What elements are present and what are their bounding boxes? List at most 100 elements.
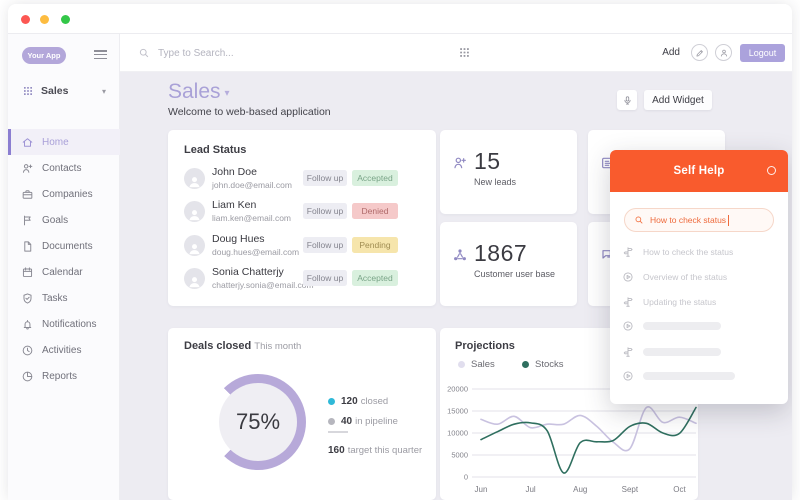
self-help-search-input[interactable]: How to check status bbox=[624, 208, 774, 232]
deals-closed-card: Deals closed This month 75% 120 closed 40… bbox=[168, 328, 436, 500]
sidebar-item-goals[interactable]: Goals bbox=[8, 207, 120, 233]
microphone-icon bbox=[623, 95, 631, 104]
sidebar-item-companies[interactable]: Companies bbox=[8, 181, 120, 207]
sidebar-item-tasks[interactable]: Tasks bbox=[8, 285, 120, 311]
lead-row: Liam Ken liam.ken@email.com Follow up De… bbox=[168, 197, 436, 230]
workspace-selector[interactable]: Sales ▾ bbox=[8, 78, 120, 104]
svg-text:10000: 10000 bbox=[447, 429, 468, 438]
skeleton-bar bbox=[643, 348, 721, 356]
self-help-header: Self Help bbox=[610, 150, 788, 192]
person-add-icon bbox=[454, 157, 466, 169]
card-title: Projections bbox=[455, 340, 515, 352]
home-icon bbox=[22, 137, 33, 147]
sidebar-item-notifications[interactable]: Notifications bbox=[8, 311, 120, 337]
help-item-placeholder[interactable] bbox=[610, 314, 788, 338]
sidebar: Your App Sales ▾ Home Contacts Companies bbox=[8, 34, 120, 500]
user-icon bbox=[189, 177, 200, 188]
page-subtitle: Welcome to web-based application bbox=[168, 106, 331, 118]
pie-chart-icon bbox=[22, 371, 33, 381]
signpost-icon bbox=[623, 347, 633, 357]
chevron-down-icon: ▾ bbox=[224, 88, 230, 99]
follow-up-button[interactable]: Follow up bbox=[303, 270, 347, 286]
stat-label: New leads bbox=[474, 177, 517, 187]
workspace-label: Sales bbox=[41, 85, 69, 97]
avatar bbox=[184, 235, 205, 256]
svg-text:Jun: Jun bbox=[475, 485, 488, 494]
play-circle-icon bbox=[623, 371, 633, 381]
logout-button[interactable]: Logout bbox=[740, 44, 785, 62]
stat-value: 1867 bbox=[474, 240, 528, 266]
edit-button[interactable] bbox=[691, 44, 708, 61]
help-item-check-status[interactable]: How to check the status bbox=[610, 240, 788, 264]
apps-grid-icon[interactable] bbox=[458, 46, 471, 59]
add-widget-button[interactable]: Add Widget bbox=[644, 90, 712, 110]
follow-up-button[interactable]: Follow up bbox=[303, 170, 347, 186]
svg-text:Sept: Sept bbox=[622, 485, 639, 494]
voice-search-button[interactable] bbox=[617, 90, 637, 110]
minimize-window-button[interactable] bbox=[40, 14, 49, 24]
stat-value: 15 bbox=[474, 148, 501, 174]
avatar bbox=[184, 201, 205, 222]
svg-text:Oct: Oct bbox=[673, 485, 686, 494]
flag-icon bbox=[24, 215, 31, 225]
card-title: Lead Status bbox=[184, 144, 247, 156]
hamburger-menu-icon[interactable] bbox=[94, 50, 107, 60]
closed-dot-icon bbox=[328, 398, 335, 405]
app-logo[interactable]: Your App bbox=[22, 47, 66, 64]
card-title: Deals closed This month bbox=[184, 340, 302, 352]
legend-item: Sales bbox=[458, 359, 495, 370]
search-input[interactable] bbox=[158, 43, 378, 63]
new-leads-card: 15 New leads bbox=[440, 130, 577, 214]
signpost-icon bbox=[623, 297, 633, 307]
self-help-panel: Self Help How to check status How to che… bbox=[610, 150, 788, 404]
card-subtitle: This month bbox=[254, 341, 302, 352]
network-icon bbox=[454, 249, 466, 261]
zoom-window-button[interactable] bbox=[61, 14, 70, 24]
window-chrome bbox=[8, 4, 792, 34]
help-item-updating[interactable]: Updating the status bbox=[610, 290, 788, 314]
follow-up-button[interactable]: Follow up bbox=[303, 203, 347, 219]
user-icon bbox=[720, 49, 727, 56]
svg-text:Aug: Aug bbox=[573, 485, 587, 494]
avatar bbox=[184, 268, 205, 289]
document-icon bbox=[24, 240, 32, 252]
app-window: Your App Sales ▾ Home Contacts Companies bbox=[8, 4, 792, 500]
sidebar-item-reports[interactable]: Reports bbox=[8, 363, 120, 389]
avatar bbox=[184, 168, 205, 189]
status-badge: Denied bbox=[352, 203, 398, 219]
skeleton-bar bbox=[643, 322, 721, 330]
donut-chart: 75% bbox=[210, 374, 306, 470]
lead-row: Doug Hues doug.hues@email.com Follow up … bbox=[168, 231, 436, 264]
pipeline-dot-icon bbox=[328, 418, 335, 425]
add-button[interactable]: Add bbox=[662, 47, 680, 58]
help-item-placeholder[interactable] bbox=[610, 340, 788, 364]
close-window-button[interactable] bbox=[21, 14, 30, 24]
lead-row: Sonia Chatterjy chatterjy.sonia@email.co… bbox=[168, 264, 436, 297]
text-cursor bbox=[728, 214, 730, 226]
sidebar-item-calendar[interactable]: Calendar bbox=[8, 259, 120, 285]
sidebar-item-contacts[interactable]: Contacts bbox=[8, 155, 120, 181]
target-row: 160 target this quarter bbox=[328, 445, 423, 456]
user-icon bbox=[189, 210, 200, 221]
panel-circle-icon[interactable] bbox=[767, 166, 776, 175]
apps-grid-icon bbox=[24, 87, 32, 95]
svg-text:20000: 20000 bbox=[447, 385, 468, 394]
page-title[interactable]: Sales ▾ bbox=[168, 80, 230, 103]
customer-base-card: 1867 Customer user base bbox=[440, 222, 577, 306]
status-badge: Pending bbox=[352, 237, 398, 253]
panel-title: Self Help bbox=[673, 165, 725, 177]
sidebar-item-documents[interactable]: Documents bbox=[8, 233, 120, 259]
sidebar-item-activities[interactable]: Activities bbox=[8, 337, 120, 363]
lead-row: John Doe john.doe@email.com Follow up Ac… bbox=[168, 164, 436, 197]
help-item-overview[interactable]: Overview of the status bbox=[610, 265, 788, 289]
play-circle-icon bbox=[623, 321, 633, 331]
sidebar-item-home[interactable]: Home bbox=[8, 129, 120, 155]
profile-button[interactable] bbox=[715, 44, 732, 61]
bell-icon bbox=[23, 319, 32, 329]
status-badge: Accepted bbox=[352, 170, 398, 186]
legend-item: 120 closed bbox=[328, 396, 388, 407]
search-icon bbox=[139, 48, 149, 58]
follow-up-button[interactable]: Follow up bbox=[303, 237, 347, 253]
help-item-placeholder[interactable] bbox=[610, 364, 788, 388]
topbar: Add Logout bbox=[120, 34, 792, 72]
